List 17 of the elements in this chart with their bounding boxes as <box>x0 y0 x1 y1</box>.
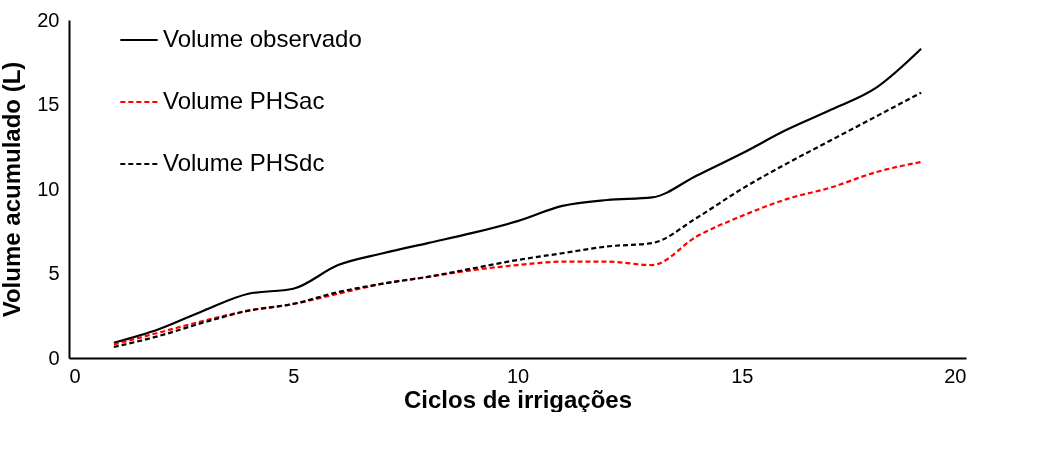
x-axis-title: Ciclos de irrigações <box>403 385 633 413</box>
x-tick-label: 10 <box>506 364 530 387</box>
line-series <box>112 91 923 349</box>
x-tick-label: 20 <box>944 364 967 387</box>
legend-label: Volume observado <box>163 25 362 52</box>
y-tick-label: 0 <box>48 346 60 369</box>
y-tick-label: 5 <box>48 262 60 284</box>
legend-label: Volume PHSdc <box>163 149 325 176</box>
x-tick-label: 15 <box>731 364 754 387</box>
line-series <box>112 47 923 344</box>
x-tick-label: 0 <box>69 364 81 387</box>
y-tick-label: 20 <box>37 8 60 31</box>
y-tick-label: 15 <box>37 93 60 115</box>
y-axis-title: Volume acumulado (L) <box>0 61 26 318</box>
legend-label: Volume PHSac <box>163 87 325 114</box>
x-tick-label: 5 <box>288 364 300 387</box>
y-tick-label: 10 <box>37 177 60 200</box>
